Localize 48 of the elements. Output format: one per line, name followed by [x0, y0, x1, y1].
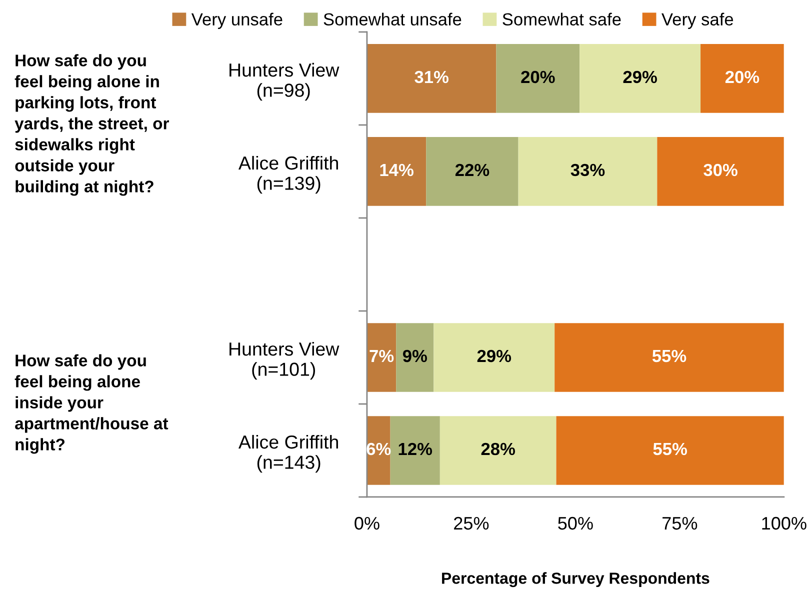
bar [426, 137, 518, 206]
data-label: 28% [481, 442, 516, 456]
data-label: 31% [414, 70, 449, 84]
data-label: 12% [398, 442, 432, 456]
bar [390, 416, 440, 485]
text: How safe do you feel being alone in parking lots, front yards, the street, or sidewalks right outside your building at night? [14, 54, 169, 196]
bar [396, 323, 434, 392]
bar [657, 137, 784, 206]
data-label: 55% [652, 350, 686, 362]
bar [554, 323, 784, 392]
data-label: 14% [380, 164, 414, 176]
data-label: 29% [623, 70, 657, 84]
bar [518, 137, 658, 206]
x-tick-label: 0% [354, 516, 380, 530]
legend-label: Very safe [662, 12, 734, 29]
y-tick-label: Alice Griffith (n=143) [238, 434, 338, 473]
bar [580, 44, 701, 113]
text: How safe do you feel being alone inside your apartment/house at night? [14, 354, 168, 454]
legend-label: Somewhat unsafe [324, 12, 462, 26]
x-tick-label: 25% [454, 516, 489, 530]
data-label: 20% [521, 70, 555, 84]
bar [700, 44, 784, 113]
x-tick-label: 75% [662, 516, 698, 530]
y-tick-label: Hunters View (n=98) [230, 62, 340, 101]
y-tick-label: Hunters View (n=101) [230, 342, 340, 380]
data-label: 33% [570, 164, 605, 176]
legend-label: Very unsafe [191, 12, 282, 29]
data-label: 22% [455, 164, 490, 176]
bar [366, 416, 390, 485]
bar [496, 44, 580, 113]
x-tick-label: 50% [558, 516, 593, 530]
x-axis-title: Percentage of Survey Respondents [442, 572, 710, 588]
bar [366, 323, 396, 392]
legend-label: Somewhat safe [502, 12, 621, 26]
data-label: 20% [725, 70, 760, 84]
data-label: 9% [402, 350, 427, 362]
bar [366, 137, 426, 206]
x-tick-label: 100% [762, 516, 806, 530]
data-label: 7% [370, 350, 394, 362]
data-label: 29% [477, 350, 512, 362]
data-label: 55% [653, 442, 688, 456]
bar [366, 44, 496, 113]
bar [434, 323, 555, 392]
y-tick-label: Alice Griffith (n=139) [238, 156, 338, 194]
bar [556, 416, 784, 485]
bar [440, 416, 556, 485]
data-label: 30% [704, 164, 738, 176]
data-label: 6% [366, 442, 391, 456]
